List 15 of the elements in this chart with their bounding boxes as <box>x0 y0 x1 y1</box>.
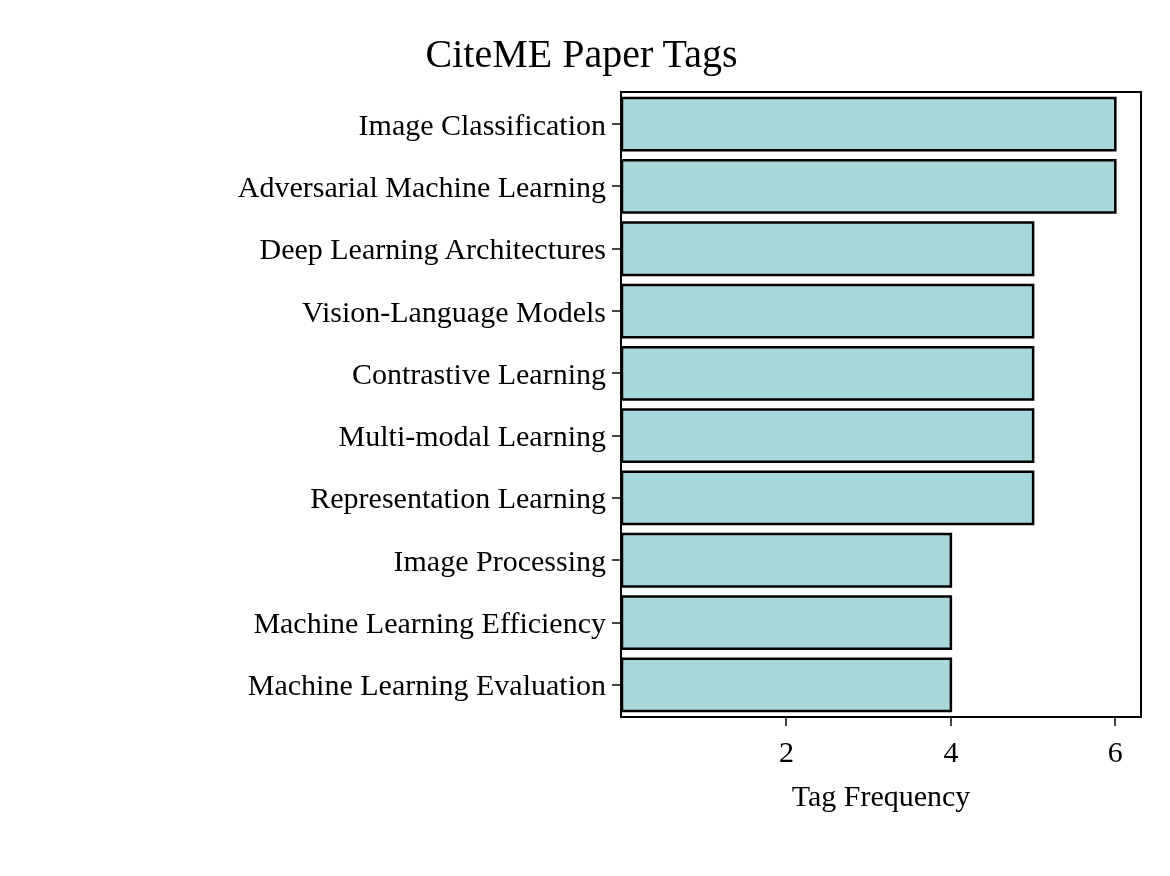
y-tick-label: Image Classification <box>358 107 606 141</box>
y-tick-label: Machine Learning Efficiency <box>253 606 606 640</box>
x-tick-label: 2 <box>778 735 794 768</box>
chart-title: CiteME Paper Tags <box>425 31 738 77</box>
x-tick-label: 6 <box>1107 735 1123 768</box>
y-tick-label: Vision-Language Models <box>302 294 606 328</box>
y-tick-label: Adversarial Machine Learning <box>237 169 606 203</box>
y-tick-label: Machine Learning Evaluation <box>247 668 606 702</box>
y-tick-label: Contrastive Learning <box>351 356 606 390</box>
x-tick-label: 4 <box>943 735 959 768</box>
y-tick-label: Deep Learning Architectures <box>259 232 606 266</box>
y-tick-label: Image Processing <box>393 543 606 577</box>
x-axis-title: Tag Frequency <box>791 779 971 812</box>
y-tick-label: Representation Learning <box>310 481 606 515</box>
y-tick-label: Multi-modal Learning <box>338 419 606 453</box>
